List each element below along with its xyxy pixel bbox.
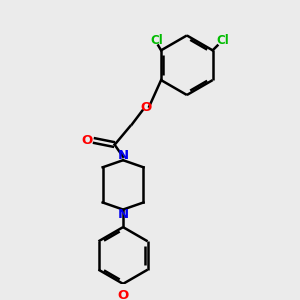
Text: O: O: [140, 101, 152, 114]
Text: N: N: [118, 208, 129, 221]
Text: N: N: [118, 149, 129, 163]
Text: Cl: Cl: [216, 34, 229, 47]
Text: O: O: [117, 289, 129, 300]
Text: Cl: Cl: [150, 34, 163, 47]
Text: O: O: [81, 134, 93, 147]
